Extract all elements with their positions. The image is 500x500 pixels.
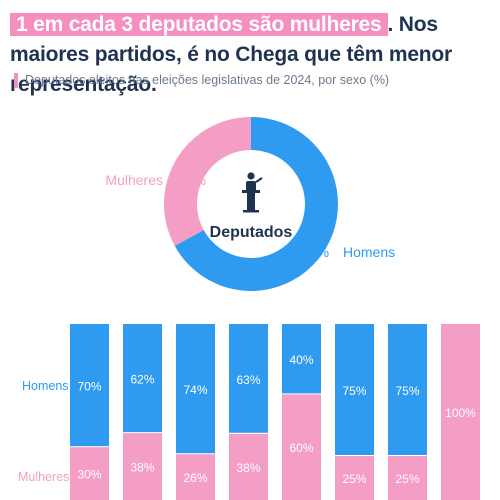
row-label-mulheres: Mulheres — [18, 470, 69, 484]
bar-mulheres-0 — [70, 447, 109, 500]
bar-label-homens-5: 75% — [342, 384, 366, 398]
bar-mulheres-3 — [229, 433, 268, 500]
donut-slice-mulheres — [163, 117, 251, 246]
row-label-homens: Homens — [22, 379, 69, 393]
bar-label-homens-3: 63% — [236, 373, 260, 387]
bar-label-mulheres-1: 38% — [130, 461, 154, 475]
bar-label-homens-1: 62% — [130, 373, 154, 387]
headline: 1 em cada 3 deputados são mulheres. Nos … — [10, 10, 495, 100]
headline-rest: . Nos maiores partidos, é no Chega que t… — [10, 13, 453, 96]
donut-value-homens: 67% — [301, 244, 329, 260]
bar-homens-5 — [335, 324, 374, 455]
bar-homens-3 — [229, 324, 268, 433]
bar-mulheres-1 — [123, 433, 162, 500]
bar-label-mulheres-4: 60% — [289, 441, 313, 455]
bar-label-homens-4: 40% — [289, 353, 313, 367]
bar-mulheres-5 — [335, 456, 374, 500]
bar-label-mulheres-5: 25% — [342, 472, 366, 486]
donut-value-mulheres: 33% — [178, 172, 206, 188]
donut-chart: Deputados Mulheres 33% 67% Homens — [105, 117, 395, 291]
bar-label-mulheres-2: 26% — [183, 471, 207, 485]
legend-label-homens: Homens — [343, 244, 395, 260]
bar-label-homens-6: 75% — [395, 384, 419, 398]
bar-label-mulheres-6: 25% — [395, 472, 419, 486]
bar-label-mulheres-7: 100% — [445, 406, 476, 420]
bar-mulheres-6 — [388, 456, 427, 500]
podium-speaker-icon — [242, 172, 263, 213]
bar-homens-0 — [70, 324, 109, 447]
bar-homens-4 — [282, 324, 321, 394]
bar-label-homens-2: 74% — [183, 383, 207, 397]
bar-mulheres-2 — [176, 454, 215, 500]
bar-mulheres-4 — [282, 394, 321, 500]
subtitle: Deputados eleitos nas eleições legislati… — [14, 73, 389, 88]
bar-homens-2 — [176, 324, 215, 454]
donut-slice-homens — [174, 117, 338, 291]
bar-mulheres-7 — [441, 324, 480, 500]
bar-homens-6 — [388, 324, 427, 455]
legend-label-mulheres: Mulheres — [105, 172, 163, 188]
bar-label-homens-0: 70% — [77, 380, 101, 394]
bar-label-mulheres-0: 30% — [77, 468, 101, 482]
donut-center-label: Deputados — [210, 224, 293, 241]
headline-highlight: 1 em cada 3 deputados são mulheres — [10, 13, 388, 36]
bar-label-mulheres-3: 38% — [236, 461, 260, 475]
bar-homens-1 — [123, 324, 162, 433]
